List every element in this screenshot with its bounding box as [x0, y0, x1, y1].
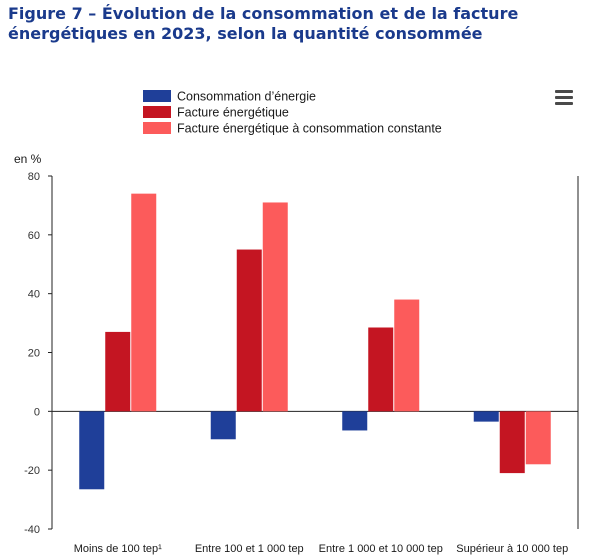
- menu-line-icon: [555, 90, 573, 93]
- bar: [473, 411, 499, 422]
- y-tick-label: 40: [28, 289, 40, 301]
- menu-line-icon: [555, 96, 573, 99]
- menu-line-icon: [555, 102, 573, 105]
- x-category-label: Entre 100 et 1 000 tep: [195, 543, 304, 555]
- y-tick-label: 60: [28, 230, 40, 242]
- bar: [342, 411, 368, 431]
- x-category-label: Entre 1 000 et 10 000 tep: [319, 543, 443, 555]
- y-tick-label: 80: [28, 171, 40, 183]
- bar: [499, 411, 525, 474]
- y-tick-label: -20: [24, 465, 40, 477]
- x-category-label: Moins de 100 tep¹: [74, 543, 162, 555]
- hamburger-menu-icon[interactable]: [555, 90, 573, 106]
- bar: [210, 411, 236, 440]
- y-axis-label: en %: [14, 152, 42, 166]
- legend-swatch: [143, 106, 171, 118]
- y-tick-label: 0: [34, 406, 40, 418]
- bar: [525, 411, 551, 465]
- bar: [368, 327, 394, 412]
- bar: [262, 202, 288, 412]
- y-tick-label: 20: [28, 348, 40, 360]
- bar: [394, 299, 420, 412]
- bar: [236, 249, 262, 412]
- bar: [105, 331, 131, 412]
- page-title: Figure 7 – Évolution de la consommation …: [8, 4, 519, 43]
- legend-label: Consommation d’énergie: [177, 90, 316, 104]
- bar: [79, 411, 105, 490]
- y-tick-label: -40: [24, 524, 40, 536]
- bar: [131, 193, 157, 412]
- x-category-label: Supérieur à 10 000 tep: [456, 543, 568, 555]
- legend-swatch: [143, 90, 171, 102]
- legend-label: Facture énergétique à consommation const…: [177, 122, 442, 136]
- legend-swatch: [143, 122, 171, 134]
- legend-label: Facture énergétique: [177, 106, 289, 120]
